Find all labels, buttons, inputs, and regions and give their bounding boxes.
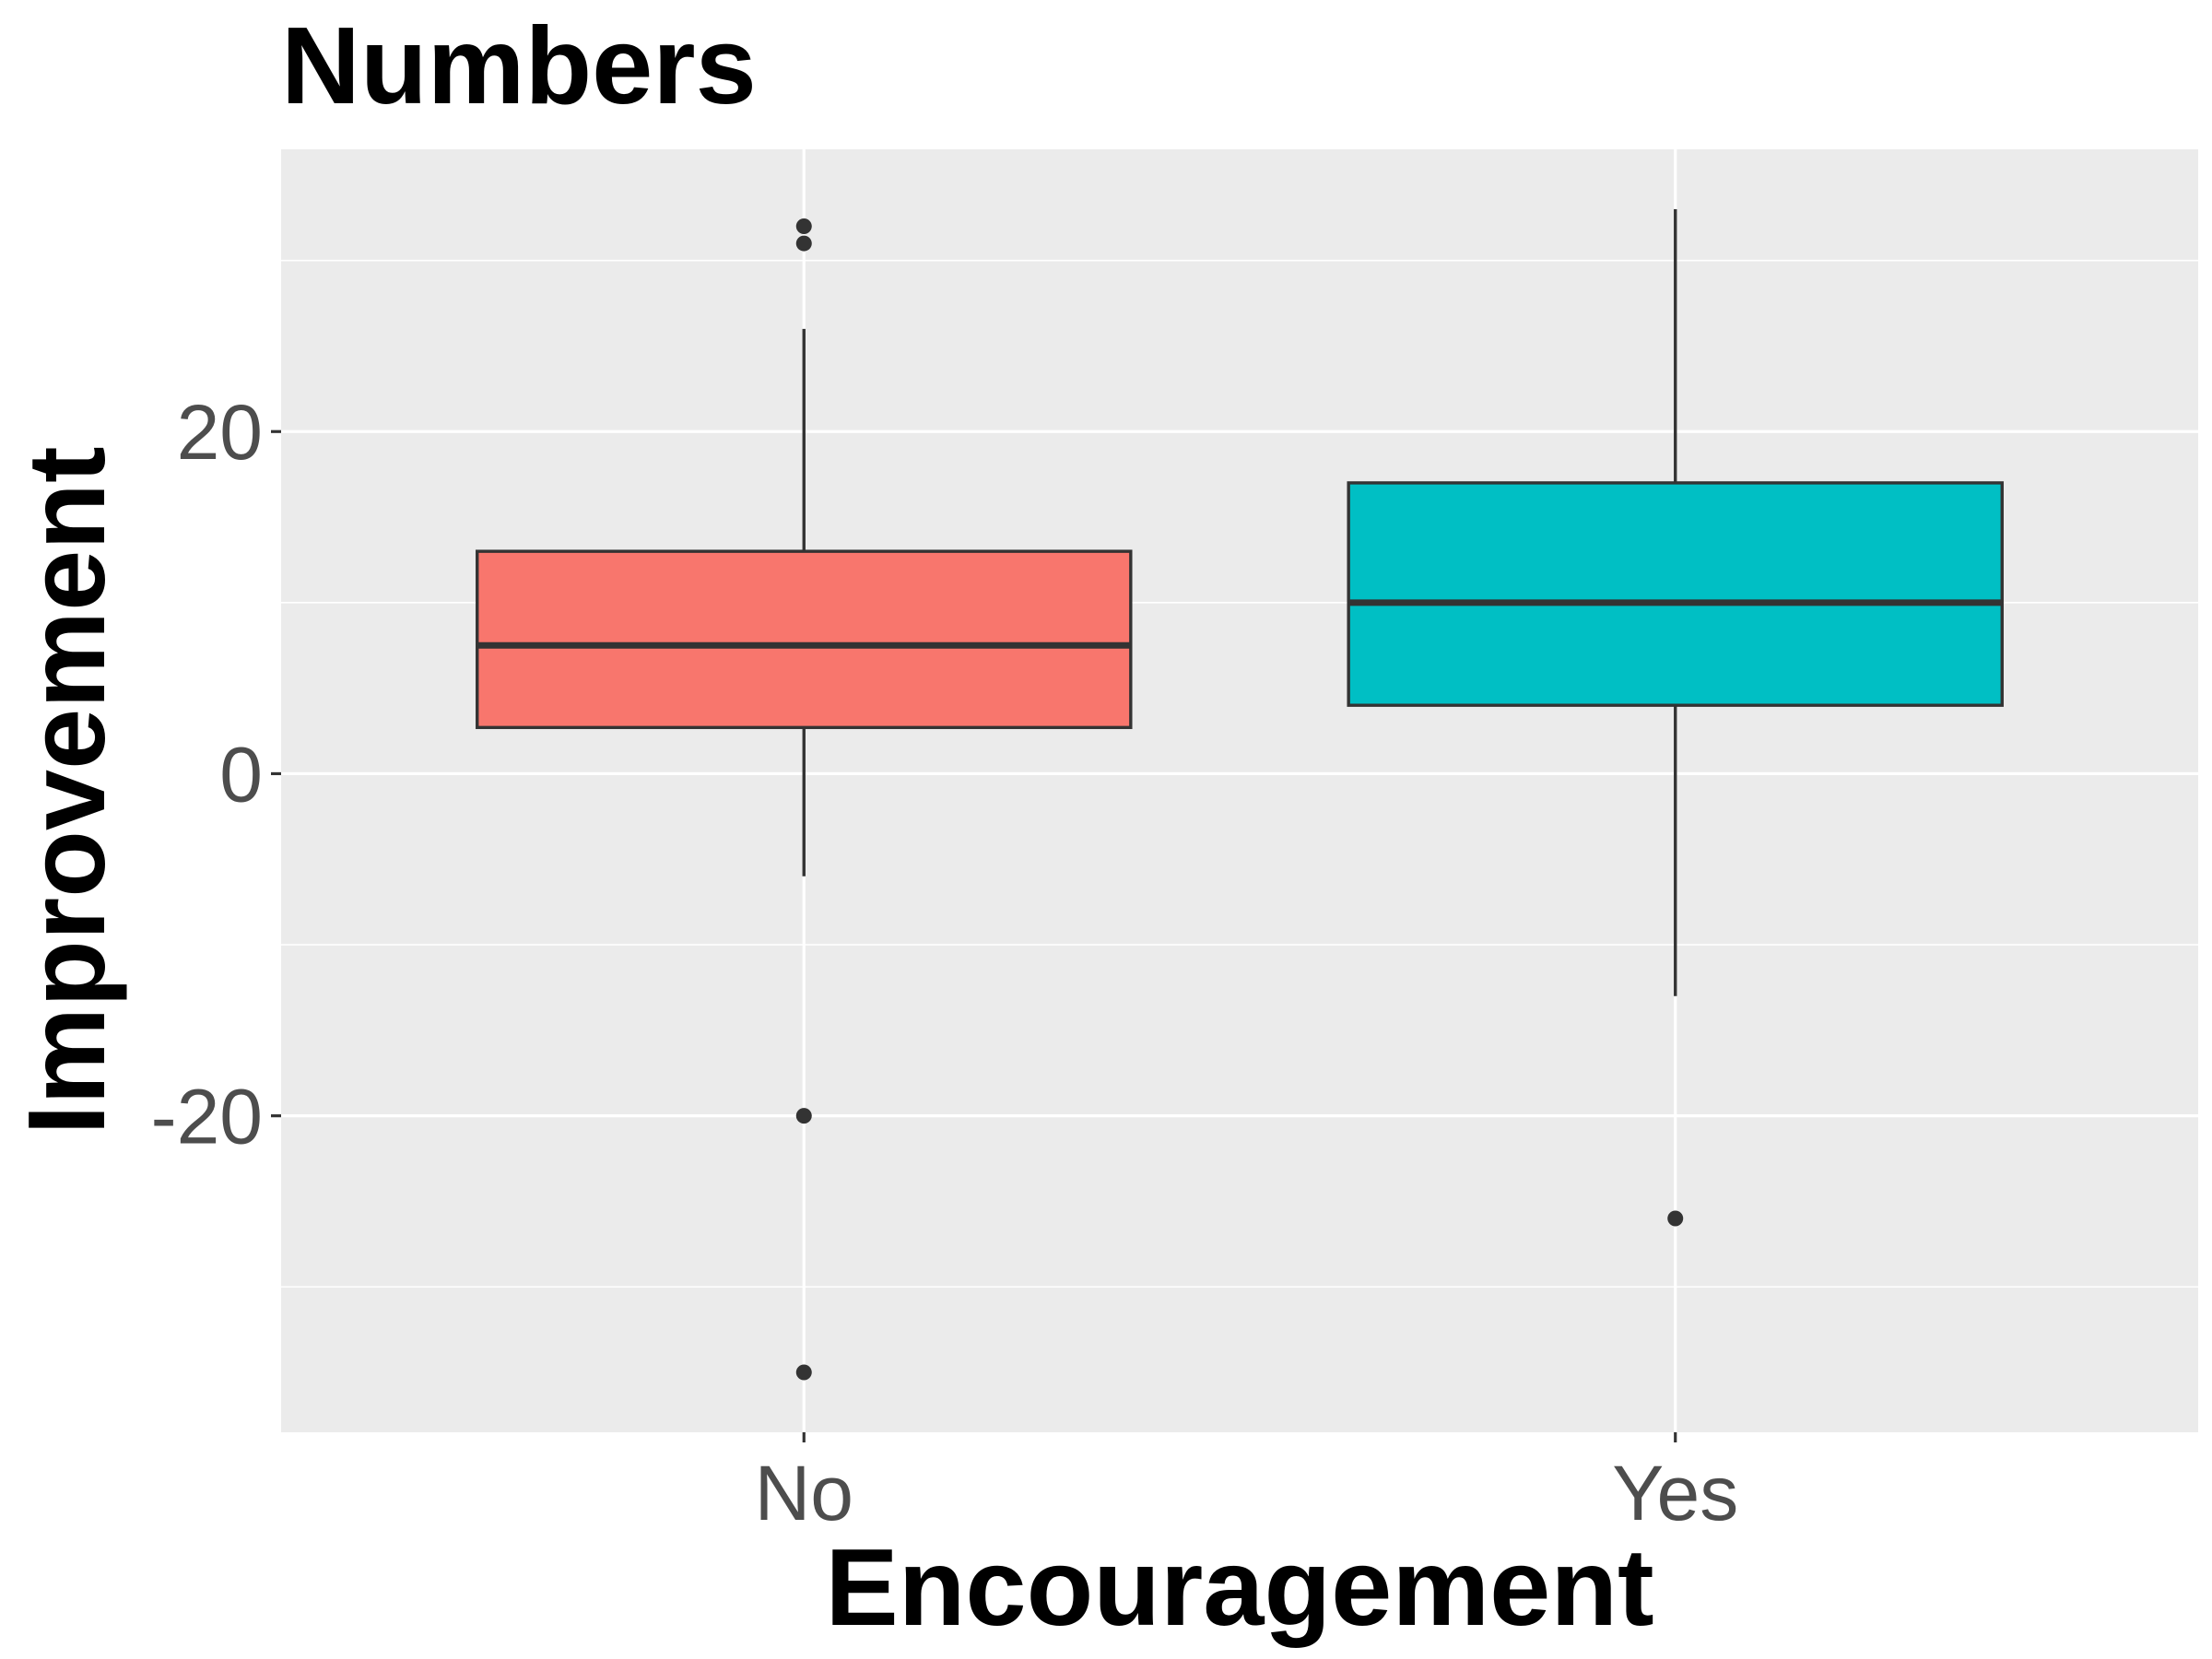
- y-tick-label: 20: [177, 389, 263, 476]
- x-tick-label: Yes: [1612, 1450, 1738, 1536]
- y-axis: -20 0 20: [151, 389, 281, 1160]
- box-iqr: [476, 549, 1133, 730]
- y-tick-label: -20: [151, 1074, 263, 1160]
- y-tick-label: 0: [219, 731, 263, 818]
- x-tick-label: No: [755, 1450, 853, 1536]
- box-marks: [476, 208, 2004, 1381]
- box-no: [476, 218, 1133, 1381]
- box-yes: [1347, 208, 2004, 1227]
- outlier-point: [795, 218, 812, 235]
- chart-title: Numbers: [281, 5, 757, 127]
- outlier-point: [1667, 1210, 1684, 1227]
- outlier-point: [795, 1108, 812, 1124]
- x-axis: No Yes: [755, 1432, 1738, 1536]
- y-axis-title: Improvement: [6, 446, 128, 1135]
- outlier-point: [795, 235, 812, 252]
- box-iqr: [1347, 481, 2004, 707]
- x-axis-title: Encouragement: [825, 1526, 1653, 1649]
- plot-panel: [281, 149, 2198, 1432]
- outlier-point: [795, 1364, 812, 1381]
